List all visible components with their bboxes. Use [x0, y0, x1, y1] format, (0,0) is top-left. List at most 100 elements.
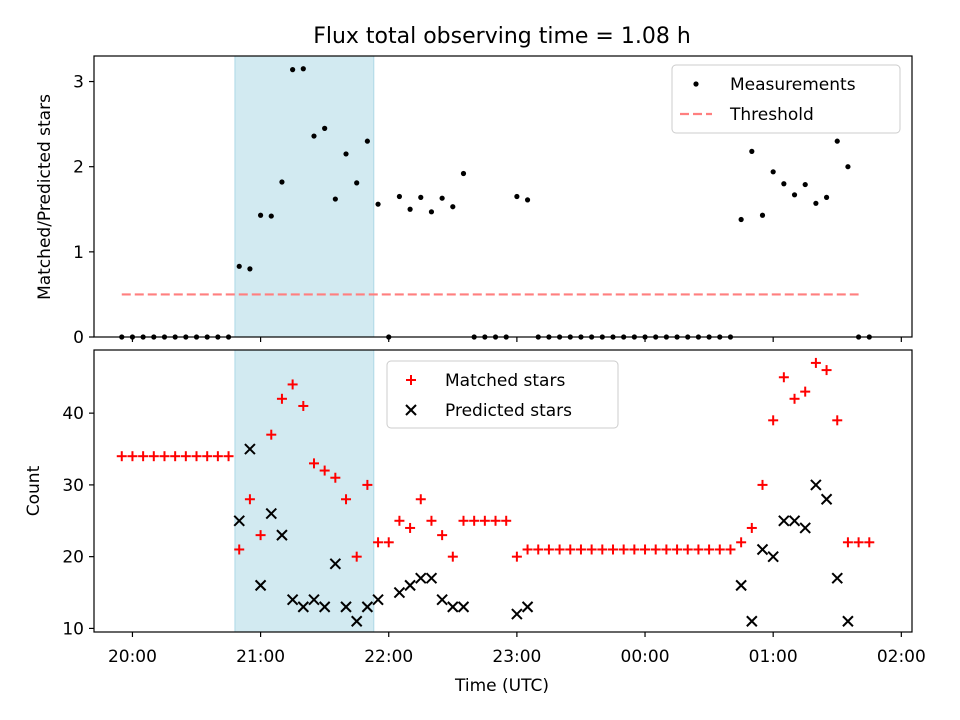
top-y-tick-label: 3: [73, 73, 84, 93]
bottom-legend-entry: Matched stars: [406, 371, 565, 391]
bottom-panel: 10 20 30 40 20:00 21:00 22:00 23:00 00:00 01:00 02…: [24, 349, 926, 696]
matched-star-point: [618, 544, 629, 555]
measurement-point: [770, 169, 776, 175]
measurement-point: [396, 193, 403, 200]
matched-star-point: [373, 537, 384, 548]
matched-star-point: [266, 429, 277, 440]
measurement-point: [311, 133, 317, 139]
bottom-y-tick-label: 40: [62, 404, 84, 424]
matched-star-point: [821, 365, 832, 376]
legend-plus-marker: [406, 375, 416, 385]
matched-star-point: [597, 544, 608, 555]
matched-star-point: [800, 386, 811, 397]
matched-star-point: [768, 415, 779, 426]
top-legend-entry: Threshold: [680, 105, 814, 125]
matched-star-point: [586, 544, 597, 555]
matched-star-point: [287, 379, 298, 390]
predicted-star-point: [756, 543, 769, 556]
legend-label: Threshold: [729, 105, 814, 125]
measurement-point: [781, 181, 787, 187]
matched-star-point: [543, 544, 554, 555]
predicted-star-point: [735, 579, 747, 592]
predicted-star-point: [415, 572, 427, 584]
matched-star-point: [469, 515, 480, 526]
matched-star-point: [565, 544, 576, 555]
predicted-star-point: [457, 601, 470, 613]
matched-star-point: [127, 451, 138, 462]
measurement-point: [279, 179, 285, 185]
measurement-point: [247, 266, 253, 272]
predicted-star-point: [436, 594, 448, 606]
matched-star-point: [490, 515, 501, 526]
x-tick-label: 23:00: [492, 647, 541, 667]
measurement-point: [823, 194, 830, 200]
matched-star-point: [736, 537, 747, 548]
predicted-star-point: [404, 579, 416, 592]
legend-label: Matched stars: [445, 371, 565, 391]
x-axis-label: Time (UTC): [454, 676, 549, 696]
matched-star-point: [234, 544, 245, 555]
matched-star-point: [394, 515, 405, 526]
matched-star-point: [212, 451, 223, 462]
predicted-star-point: [254, 579, 267, 592]
top-y-tick-label: 1: [73, 243, 84, 263]
predicted-star-point: [425, 572, 438, 584]
x-tick-label: 21:00: [236, 647, 285, 667]
measurement-point: [845, 164, 851, 170]
bottom-y-tick-label: 20: [62, 548, 84, 568]
measurement-point: [407, 206, 413, 212]
x-tick-label: 01:00: [749, 647, 798, 667]
matched-star-point: [522, 544, 533, 555]
predicted-star-point: [746, 615, 758, 627]
matched-star-point: [650, 544, 661, 555]
matched-star-point: [458, 515, 469, 526]
top-panel: 0 1 2 3 Matched/Predicted stars Measurement…: [35, 55, 913, 348]
matched-star-point: [746, 522, 757, 533]
matched-star-point: [351, 551, 362, 562]
matched-star-point: [362, 479, 373, 490]
matched-star-point: [789, 393, 800, 404]
predicted-star-point: [286, 594, 299, 606]
measurement-point: [802, 181, 808, 188]
measurement-point: [343, 151, 349, 157]
matched-star-point: [640, 544, 651, 555]
measurement-point: [257, 212, 264, 218]
measurement-point: [813, 200, 819, 206]
matched-star-point: [116, 451, 127, 462]
legend-label: Predicted stars: [445, 401, 572, 421]
matched-star-point: [810, 357, 821, 368]
x-tick-label: 20:00: [108, 647, 157, 667]
matched-star-point: [575, 544, 586, 555]
matched-star-point: [832, 415, 843, 426]
measurement-point: [375, 201, 381, 207]
predicted-star-point: [233, 515, 245, 527]
bottom-legend: Matched stars Predicted stars: [386, 360, 619, 429]
top-legend-entry: Measurements: [693, 75, 856, 95]
matched-star-point: [501, 515, 512, 526]
measurement-point: [749, 148, 755, 154]
bottom-legend-entry: Predicted stars: [405, 401, 572, 421]
matched-star-point: [672, 544, 683, 555]
matched-star-point: [693, 544, 704, 555]
predicted-star-point: [372, 594, 384, 606]
measurement-point: [268, 213, 274, 219]
matched-star-point: [405, 522, 416, 533]
top-y-tick-label: 2: [73, 158, 84, 178]
measurement-point: [290, 67, 296, 73]
bottom-legend-frame: [386, 360, 619, 429]
predicted-star-point: [799, 522, 811, 534]
measurement-point: [834, 138, 840, 144]
matched-star-point: [447, 551, 458, 562]
bottom-series-predicted-stars: [233, 443, 854, 627]
matched-star-point: [426, 515, 437, 526]
predicted-star-point: [447, 601, 459, 613]
matched-star-point: [180, 451, 191, 462]
matched-star-point: [554, 544, 565, 555]
top-y-tick-label: 0: [73, 328, 84, 348]
matched-star-point: [202, 451, 213, 462]
matched-star-point: [725, 544, 736, 555]
measurement-point: [791, 192, 798, 198]
x-tick-label: 22:00: [364, 647, 413, 667]
bottom-y-axis-label: Count: [24, 465, 44, 516]
